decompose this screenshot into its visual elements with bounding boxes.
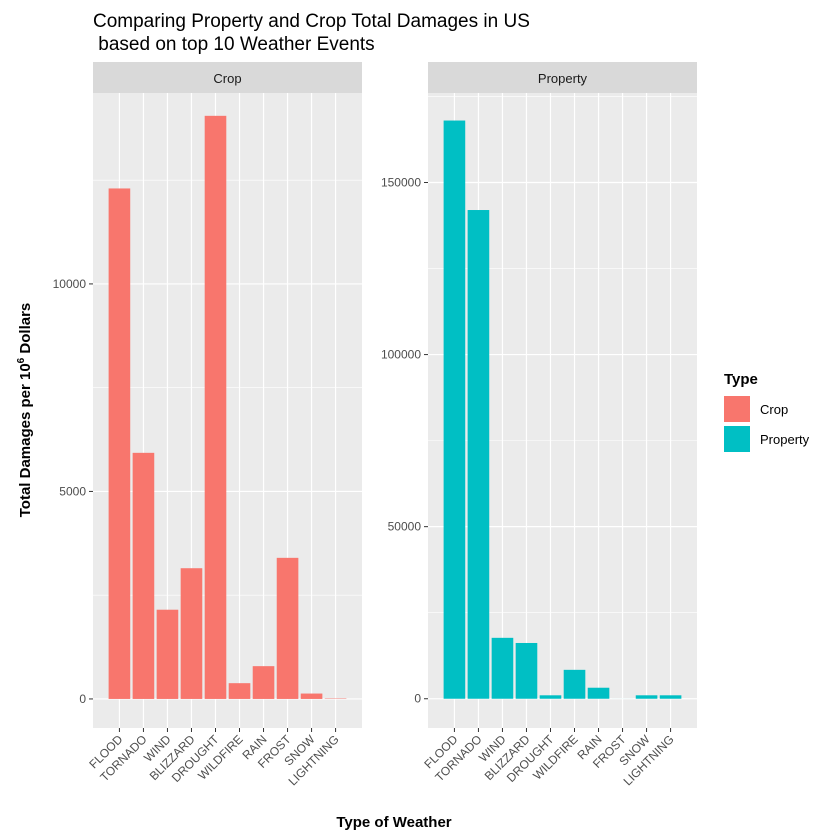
y-tick-label: 10000 (53, 277, 87, 291)
bar-property-snow (635, 695, 658, 699)
legend-label-property: Property (760, 432, 810, 447)
bar-crop-rain (252, 666, 275, 699)
strip-label-crop: Crop (213, 71, 241, 86)
y-tick-label: 150000 (381, 175, 421, 189)
bar-property-tornado (467, 210, 490, 699)
chart-title-line-2: based on top 10 Weather Events (93, 34, 375, 55)
bar-crop-wildfire (228, 683, 251, 699)
strip-crop (93, 62, 362, 93)
strip-property (428, 62, 697, 93)
bar-property-wind (491, 637, 514, 699)
y-tick-label: 50000 (388, 520, 422, 534)
bar-crop-frost (276, 557, 299, 699)
bar-property-drought (539, 695, 562, 699)
legend-key-crop (724, 396, 750, 422)
legend-key-property (724, 426, 750, 452)
bar-crop-tornado (132, 452, 155, 699)
bar-property-rain (587, 687, 610, 699)
x-axis-title: Type of Weather (336, 814, 451, 831)
bar-property-wildfire (563, 669, 586, 699)
facet-panels: Crop0500010000FLOODTORNADOWINDBLIZZARDDR… (53, 62, 697, 788)
bar-crop-wind (156, 609, 179, 699)
legend: Type Crop Property (724, 371, 810, 452)
y-tick-label: 0 (414, 692, 421, 706)
y-tick-label: 5000 (59, 484, 86, 498)
chart-title-line-1: Comparing Property and Crop Total Damage… (93, 11, 530, 32)
y-axis-title: Total Damages per 106 Dollars (16, 303, 34, 518)
panel-crop: Crop0500010000FLOODTORNADOWINDBLIZZARDDR… (53, 62, 362, 788)
bar-property-blizzard (515, 642, 538, 699)
panel-property: Property050000100000150000FLOODTORNADOWI… (381, 62, 697, 788)
y-tick-label: 100000 (381, 348, 421, 362)
legend-label-crop: Crop (760, 402, 788, 417)
y-axis-title-tail: Dollars (17, 303, 34, 358)
y-axis-title-superscript: 6 (16, 357, 27, 363)
bar-crop-flood (108, 188, 131, 699)
y-tick-label: 0 (79, 692, 86, 706)
bar-crop-drought (204, 115, 227, 699)
y-axis-title-main: Total Damages per 10 (17, 363, 34, 517)
bar-crop-snow (300, 693, 323, 699)
bar-property-flood (443, 120, 466, 699)
bar-property-lightning (659, 695, 682, 699)
strip-label-property: Property (538, 71, 588, 86)
legend-title: Type (724, 371, 758, 388)
bar-crop-blizzard (180, 568, 203, 699)
